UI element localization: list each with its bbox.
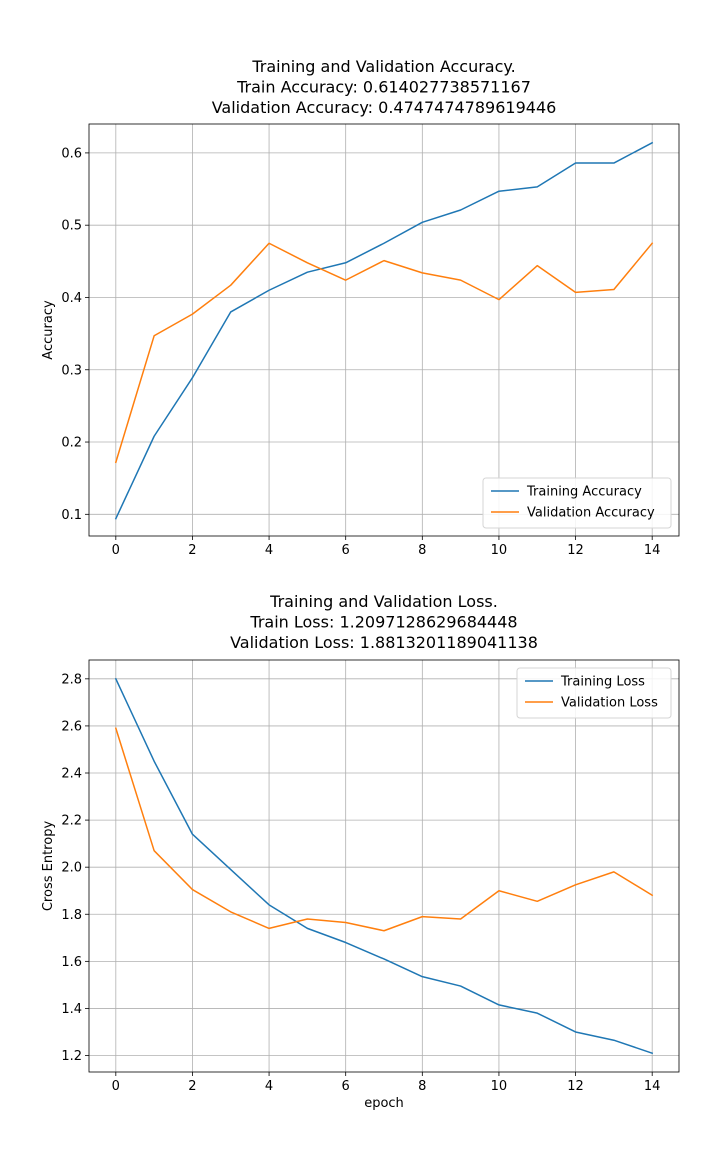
y-tick-label: 2.0 xyxy=(61,861,82,876)
y-tick-label: 2.2 xyxy=(61,814,82,829)
y-axis-label: Cross Entropy xyxy=(41,821,56,912)
x-tick-label: 0 xyxy=(112,543,120,558)
axes-frame xyxy=(88,123,680,537)
x-tick-label: 8 xyxy=(418,543,426,558)
x-tick-label: 10 xyxy=(491,543,508,558)
chart-0: 0 2 4 6 8 10 12 14 0.1 0.2 0.3 0.4 0.5 0.6 Accuracy Tra… xyxy=(41,57,680,558)
legend: Training Loss Validation Loss xyxy=(516,667,672,719)
x-tick-label: 6 xyxy=(342,543,350,558)
x-tick-label: 8 xyxy=(418,1079,426,1094)
y-tick-label: 0.1 xyxy=(61,508,82,523)
y-tick-label: 0.2 xyxy=(61,436,82,451)
series-line-training-accuracy xyxy=(114,141,654,520)
y-tick-label: 1.2 xyxy=(61,1049,82,1064)
y-tick-label: 2.4 xyxy=(61,767,82,782)
x-tick-label: 12 xyxy=(567,543,584,558)
y-tick-label: 1.8 xyxy=(61,908,82,923)
chart-title-line: Training and Validation Accuracy. xyxy=(251,57,515,76)
x-tick-label: 14 xyxy=(644,1079,661,1094)
y-tick-label: 1.4 xyxy=(61,1002,82,1017)
x-axis-label: epoch xyxy=(364,1096,404,1111)
series-line-validation-loss xyxy=(114,727,654,932)
legend-label: Validation Accuracy xyxy=(527,506,655,521)
series-line-validation-accuracy xyxy=(114,242,654,464)
legend-box xyxy=(516,667,672,719)
chart-title-line: Validation Loss: 1.8813201189041138 xyxy=(230,633,538,652)
y-tick-label: 0.5 xyxy=(61,219,82,234)
y-tick-label: 0.3 xyxy=(61,363,82,378)
x-tick-label: 0 xyxy=(112,1079,120,1094)
legend-label: Training Loss xyxy=(560,675,645,690)
x-tick-label: 4 xyxy=(265,543,273,558)
y-tick-label: 1.6 xyxy=(61,955,82,970)
x-tick-label: 6 xyxy=(342,1079,350,1094)
legend: Training Accuracy Validation Accuracy xyxy=(482,477,672,529)
x-tick-label: 2 xyxy=(188,543,196,558)
x-tick-label: 12 xyxy=(567,1079,584,1094)
legend-label: Training Accuracy xyxy=(526,485,642,500)
chart-title-line: Validation Accuracy: 0.4747474789619446 xyxy=(212,98,557,117)
y-tick-label: 0.6 xyxy=(61,146,82,161)
y-tick-label: 2.6 xyxy=(61,719,82,734)
y-axis-label: Accuracy xyxy=(41,300,56,360)
x-tick-label: 4 xyxy=(265,1079,273,1094)
x-tick-label: 10 xyxy=(491,1079,508,1094)
axes-frame xyxy=(88,659,680,1073)
legend-box xyxy=(482,477,672,529)
x-tick-label: 14 xyxy=(644,543,661,558)
chart-title-line: Train Accuracy: 0.614027738571167 xyxy=(236,78,531,97)
y-tick-label: 0.4 xyxy=(61,291,82,306)
chart-title-line: Training and Validation Loss. xyxy=(269,592,498,611)
legend-label: Validation Loss xyxy=(561,696,658,711)
series-line-training-loss xyxy=(114,677,654,1055)
chart-1: 0 2 4 6 8 10 12 14 1.2 1.4 1.6 1.8 2.0 2.2 2.4 2.6 2.8 Cr… xyxy=(41,592,680,1111)
x-tick-label: 2 xyxy=(188,1079,196,1094)
chart-title-line: Train Loss: 1.2097128629684448 xyxy=(249,613,517,632)
y-tick-label: 2.8 xyxy=(61,672,82,687)
